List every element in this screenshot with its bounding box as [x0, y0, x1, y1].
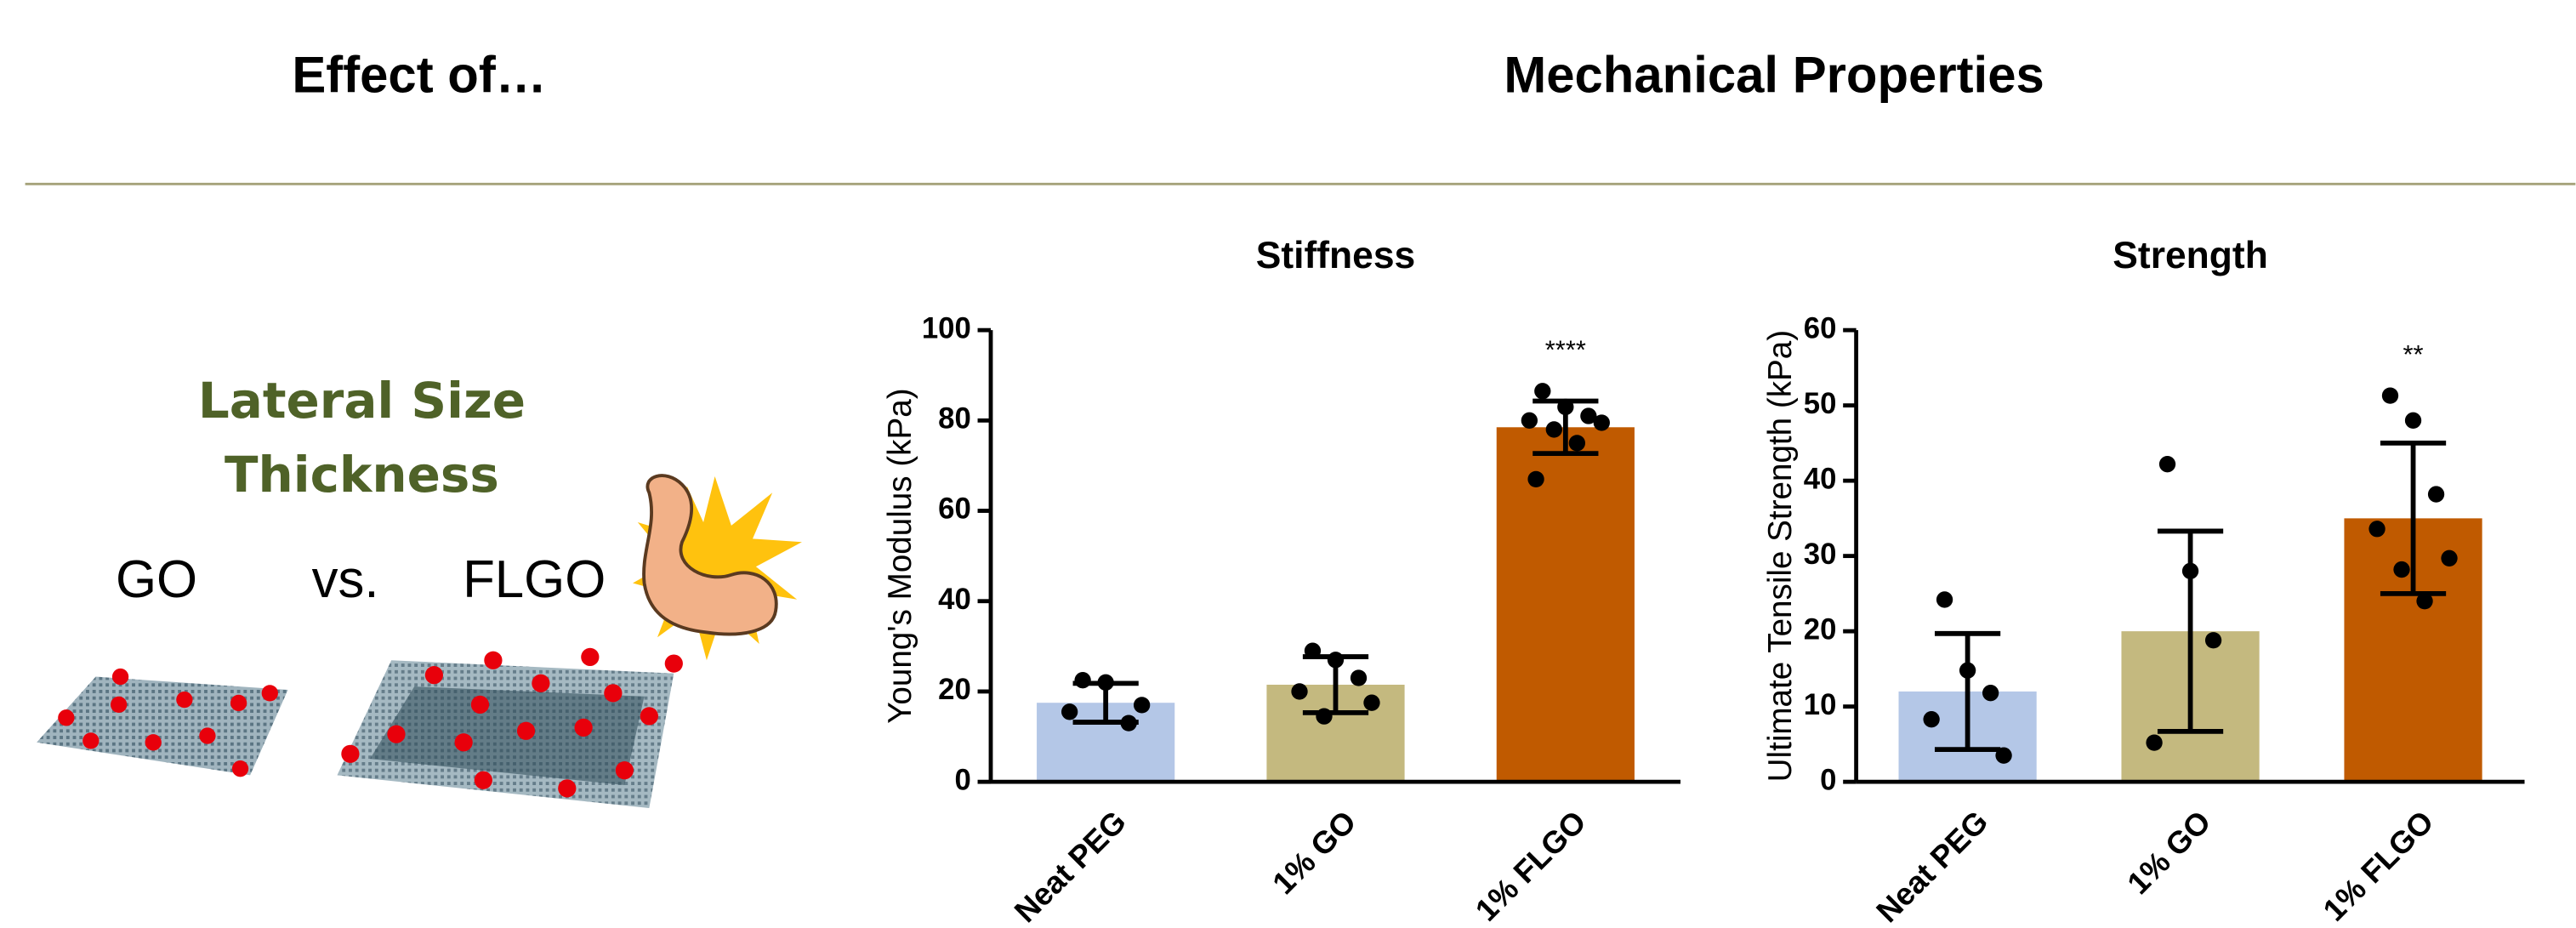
data-point: [1959, 663, 1976, 679]
y-tick-label: 20: [1804, 613, 1837, 646]
y-tick-label: 100: [922, 312, 971, 344]
data-point: [1291, 683, 1307, 699]
data-point: [1134, 697, 1150, 713]
header-left: Effect of…: [292, 46, 546, 103]
flgo-label: FLGO: [463, 550, 606, 609]
y-tick-label: 20: [938, 674, 971, 706]
data-point: [1982, 685, 1999, 701]
y-axis-label: Ultimate Tensile Strength (kPa): [1762, 330, 1799, 782]
data-point: [1923, 711, 1939, 727]
data-point: [1557, 399, 1573, 415]
x-tick-label: 1% GO: [1265, 804, 1362, 901]
factor: Thickness: [225, 446, 499, 504]
y-tick-label: 60: [1804, 312, 1837, 344]
data-point: [1995, 748, 2011, 764]
data-point: [1121, 715, 1137, 731]
data-point: [2146, 734, 2162, 750]
chart-title: Strength: [2113, 235, 2268, 276]
data-point: [2405, 413, 2421, 429]
y-tick-label: 10: [1804, 689, 1837, 721]
data-point: [2441, 550, 2457, 566]
y-tick-label: 0: [1820, 764, 1836, 796]
data-point: [2393, 561, 2409, 578]
data-point: [1527, 471, 1544, 487]
data-point: [1594, 414, 1610, 430]
go-sheet: [37, 669, 287, 777]
slide: Effect of… Mechanical Properties Lateral…: [0, 0, 2576, 928]
data-point: [1316, 708, 1332, 724]
factor: Lateral Size: [198, 372, 526, 430]
data-point: [1534, 383, 1550, 399]
data-point: [1351, 669, 1367, 686]
x-tick-label: Neat PEG: [1869, 804, 1994, 928]
data-point: [2205, 632, 2221, 648]
data-point: [2416, 593, 2432, 609]
flgo-sheet: [337, 648, 682, 808]
page: Effect of… Mechanical Properties Lateral…: [0, 0, 2576, 928]
data-point: [1363, 695, 1379, 711]
data-point: [1936, 591, 1953, 607]
data-point: [1546, 421, 1562, 437]
y-tick-label: 30: [1804, 538, 1837, 571]
data-point: [2382, 387, 2398, 403]
y-tick-label: 40: [1804, 463, 1837, 495]
muscle-icon: [633, 475, 802, 660]
data-point: [1328, 652, 1344, 668]
y-tick-label: 50: [1804, 388, 1837, 420]
data-point: [2368, 521, 2385, 537]
data-point: [1074, 672, 1090, 688]
chart-title: Stiffness: [1256, 235, 1416, 276]
x-tick-label: 1% FLGO: [2317, 804, 2441, 928]
versus: vs.: [312, 550, 379, 609]
y-tick-label: 40: [938, 584, 971, 616]
data-point: [1569, 435, 1585, 451]
data-point: [1061, 703, 1078, 720]
data-point: [1521, 413, 1538, 429]
go-label: GO: [116, 550, 197, 609]
data-point: [2182, 563, 2198, 579]
y-tick-label: 60: [938, 493, 971, 526]
x-tick-label: 1% FLGO: [1469, 804, 1593, 928]
y-tick-label: 0: [954, 764, 970, 796]
data-point: [1305, 642, 1321, 658]
y-tick-label: 80: [938, 403, 971, 436]
x-tick-label: 1% GO: [2120, 804, 2217, 901]
significance: **: [2403, 339, 2424, 369]
x-tick-label: Neat PEG: [1008, 804, 1133, 928]
significance: ****: [1545, 335, 1586, 365]
y-axis-label: Young's Modulus (kPa): [882, 388, 918, 723]
header-right: Mechanical Properties: [1504, 46, 2044, 103]
data-point: [2159, 456, 2175, 472]
data-point: [2428, 486, 2444, 502]
bar: [1497, 427, 1635, 782]
data-point: [1098, 675, 1114, 691]
